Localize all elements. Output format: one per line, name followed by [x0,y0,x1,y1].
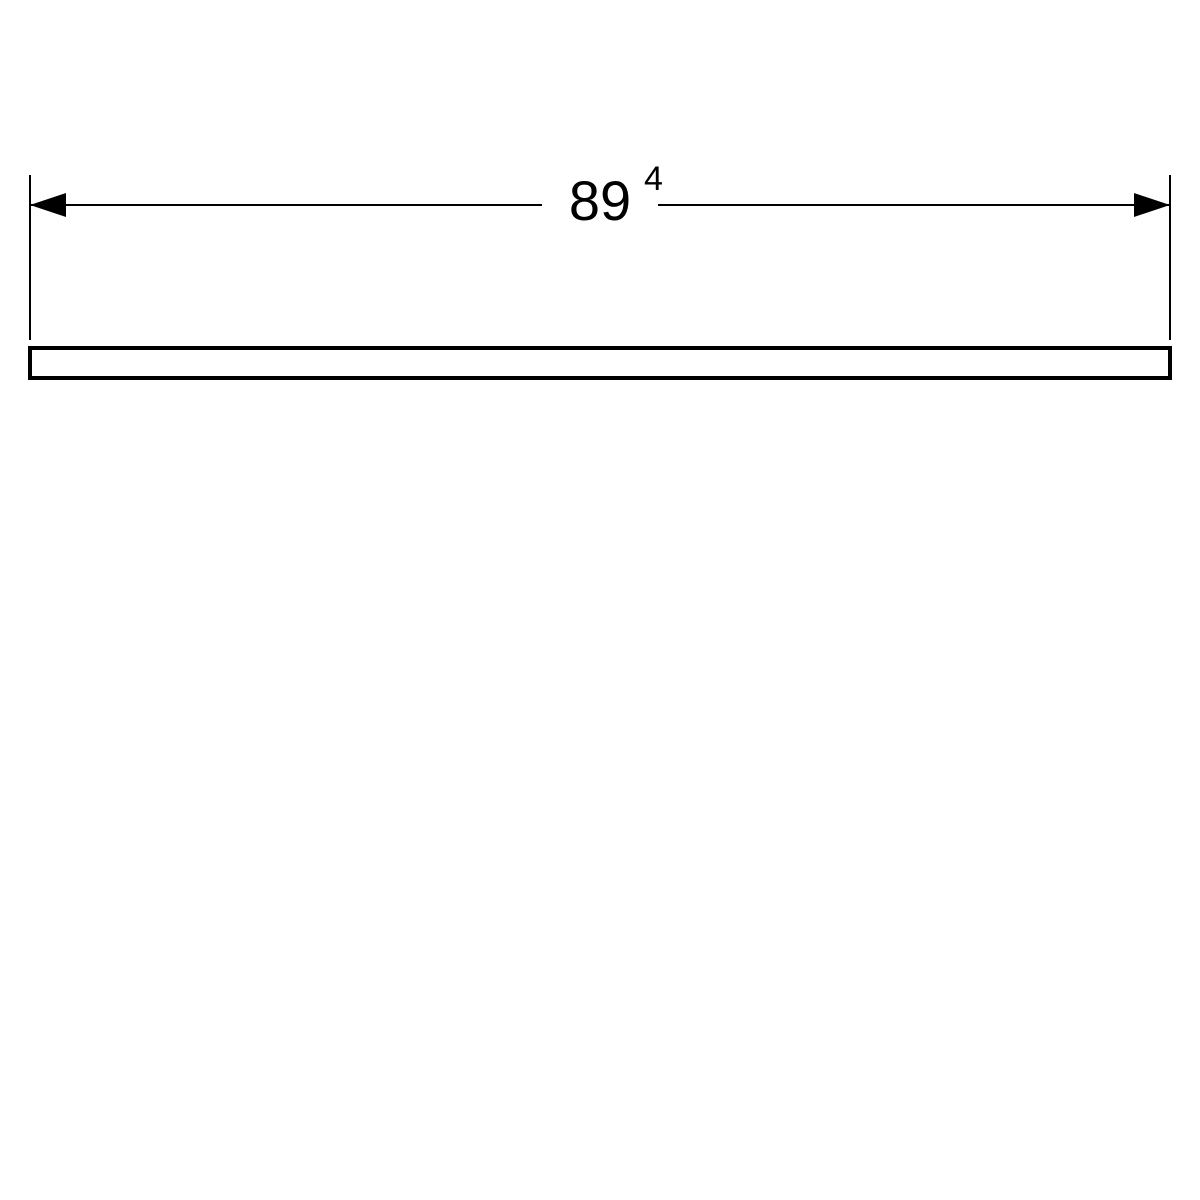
arrowhead-left-icon [30,193,66,217]
object-bar [30,348,1170,378]
dimension-value: 89 [569,169,631,232]
technical-drawing: 89 4 [0,0,1200,1200]
arrowhead-right-icon [1134,193,1170,217]
dimension-superscript: 4 [644,160,663,198]
